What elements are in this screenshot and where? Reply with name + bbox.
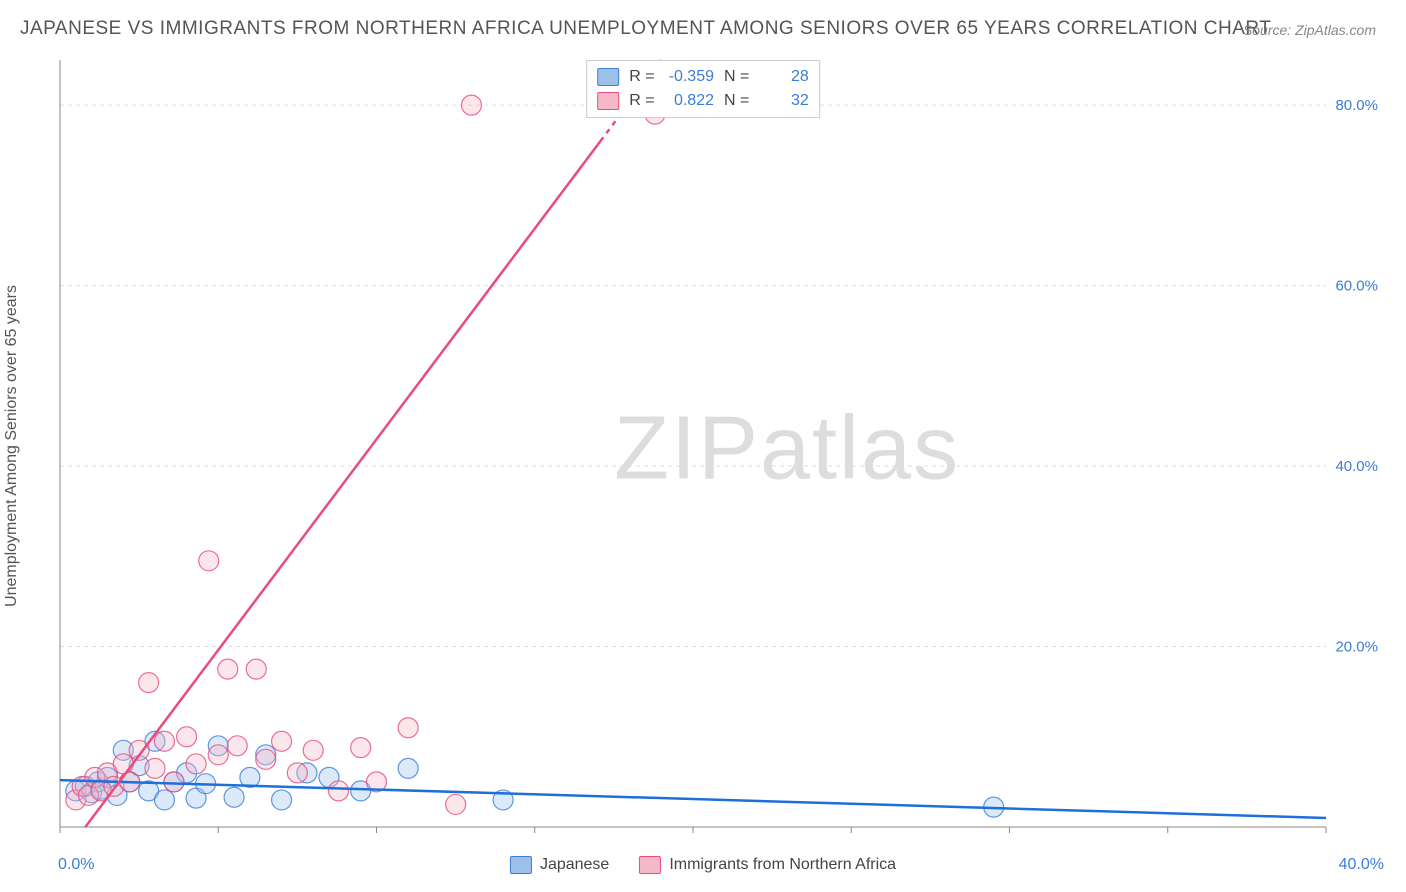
svg-text:60.0%: 60.0% (1335, 278, 1378, 295)
svg-text:20.0%: 20.0% (1335, 639, 1378, 656)
svg-text:40.0%: 40.0% (1335, 458, 1378, 475)
swatch-icon (597, 68, 619, 86)
legend-label: Immigrants from Northern Africa (669, 856, 896, 874)
legend-label: Japanese (540, 856, 609, 874)
stats-row: R = -0.359 N = 28 (597, 65, 809, 89)
stats-row: R = 0.822 N = 32 (597, 89, 809, 113)
correlation-stats-box: R = -0.359 N = 28 R = 0.822 N = 32 (586, 60, 820, 118)
x-axis-origin-label: 0.0% (58, 856, 94, 874)
swatch-icon (597, 92, 619, 110)
chart-plot-area: ZIPatlas 20.0%40.0%60.0%80.0% (55, 55, 1386, 842)
swatch-icon (510, 856, 532, 874)
scatter-svg: 20.0% 40.0% 60.0% 80.0% (55, 55, 1386, 842)
y-axis-label: Unemployment Among Seniors over 65 years (3, 285, 21, 607)
svg-text:80.0%: 80.0% (1335, 97, 1378, 114)
source-attribution: Source: ZipAtlas.com (1243, 22, 1376, 38)
legend-item: Immigrants from Northern Africa (639, 856, 896, 874)
legend: Japanese Immigrants from Northern Africa (510, 856, 896, 874)
chart-title: JAPANESE VS IMMIGRANTS FROM NORTHERN AFR… (20, 18, 1271, 40)
swatch-icon (639, 856, 661, 874)
x-axis-max-label: 40.0% (1339, 856, 1384, 874)
legend-item: Japanese (510, 856, 609, 874)
